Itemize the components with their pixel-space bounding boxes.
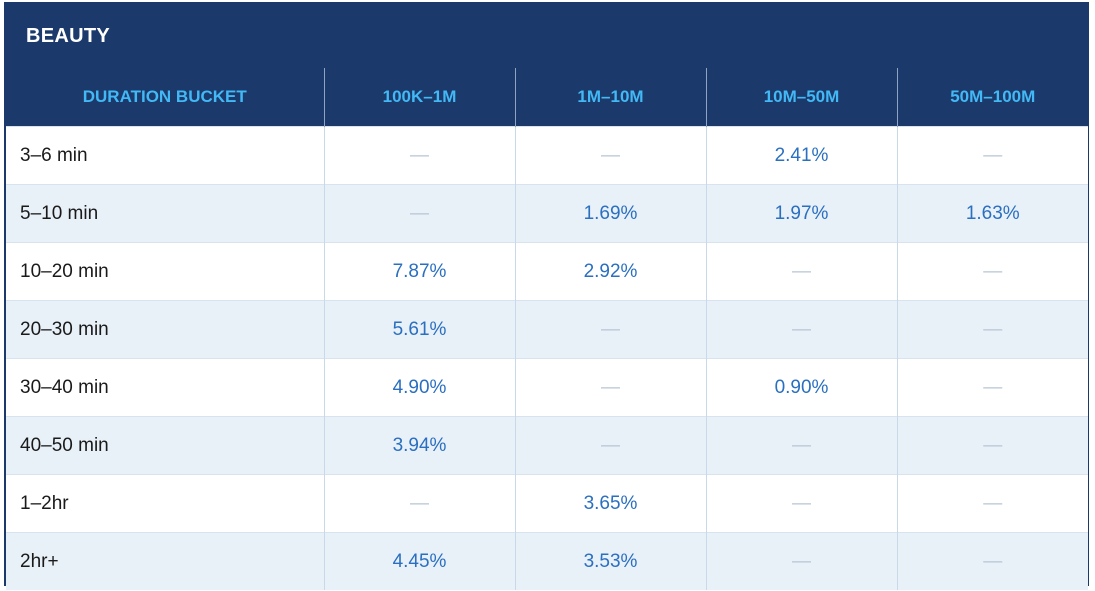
header-50m-100m: 50M–100M	[896, 68, 1088, 127]
header-1m-10m: 1M–10M	[514, 68, 706, 127]
value-cell: 5.61%	[323, 300, 515, 359]
table-row: 2hr+ 4.45% 3.53% — —	[6, 532, 1088, 590]
value-cell: 1.97%	[705, 184, 897, 243]
empty-cell: —	[323, 474, 515, 533]
value-cell: 7.87%	[323, 242, 515, 301]
empty-cell: —	[705, 416, 897, 475]
value-cell: 0.90%	[705, 358, 897, 417]
empty-cell: —	[514, 416, 706, 475]
beauty-table-panel: BEAUTY DURATION BUCKET 100K–1M 1M–10M 10…	[4, 2, 1089, 590]
empty-cell: —	[896, 416, 1088, 475]
empty-cell: —	[705, 242, 897, 301]
empty-cell: —	[705, 300, 897, 359]
empty-cell: —	[896, 358, 1088, 417]
row-label: 5–10 min	[6, 184, 324, 243]
empty-cell: —	[323, 126, 515, 185]
empty-cell: —	[705, 474, 897, 533]
value-cell: 3.53%	[514, 532, 706, 590]
empty-cell: —	[896, 532, 1088, 590]
row-label: 40–50 min	[6, 416, 324, 475]
empty-cell: —	[896, 126, 1088, 185]
table-row: 10–20 min 7.87% 2.92% — —	[6, 242, 1088, 301]
row-label: 10–20 min	[6, 242, 324, 301]
empty-cell: —	[323, 184, 515, 243]
header-row: DURATION BUCKET 100K–1M 1M–10M 10M–50M 5…	[6, 68, 1088, 127]
empty-cell: —	[896, 300, 1088, 359]
value-cell: 3.65%	[514, 474, 706, 533]
value-cell: 1.69%	[514, 184, 706, 243]
value-cell: 2.41%	[705, 126, 897, 185]
empty-cell: —	[896, 242, 1088, 301]
header-10m-50m: 10M–50M	[705, 68, 897, 127]
value-cell: 1.63%	[896, 184, 1088, 243]
value-cell: 4.45%	[323, 532, 515, 590]
table-row: 20–30 min 5.61% — — —	[6, 300, 1088, 359]
row-label: 1–2hr	[6, 474, 324, 533]
table-row: 3–6 min — —2.41% —	[6, 126, 1088, 185]
row-label: 30–40 min	[6, 358, 324, 417]
empty-cell: —	[514, 300, 706, 359]
empty-cell: —	[514, 126, 706, 185]
table-row: 30–40 min 4.90% —0.90% —	[6, 358, 1088, 417]
beauty-table: DURATION BUCKET 100K–1M 1M–10M 10M–50M 5…	[6, 68, 1088, 590]
empty-cell: —	[705, 532, 897, 590]
header-duration-bucket: DURATION BUCKET	[6, 68, 324, 127]
table-title: BEAUTY	[6, 4, 1087, 68]
row-label: 3–6 min	[6, 126, 324, 185]
table-row: 1–2hr —3.65% — —	[6, 474, 1088, 533]
row-label: 2hr+	[6, 532, 324, 590]
value-cell: 3.94%	[323, 416, 515, 475]
table-row: 5–10 min —1.69% 1.97% 1.63%	[6, 184, 1088, 243]
table-row: 40–50 min 3.94% — — —	[6, 416, 1088, 475]
value-cell: 2.92%	[514, 242, 706, 301]
empty-cell: —	[514, 358, 706, 417]
empty-cell: —	[896, 474, 1088, 533]
value-cell: 4.90%	[323, 358, 515, 417]
header-100k-1m: 100K–1M	[323, 68, 515, 127]
row-label: 20–30 min	[6, 300, 324, 359]
